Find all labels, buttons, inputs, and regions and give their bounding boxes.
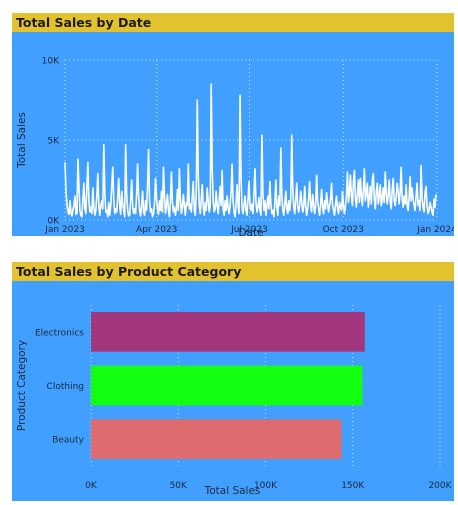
x-tick-label: Oct 2023 xyxy=(323,225,364,235)
x-tick-label: Apr 2023 xyxy=(136,225,177,235)
x-tick-label: 0K xyxy=(85,481,98,491)
category-label: Beauty xyxy=(52,436,84,446)
chart-title: Total Sales by Product Category xyxy=(12,262,454,281)
y-axis-title: Total Sales xyxy=(16,112,28,169)
category-label: Clothing xyxy=(47,382,84,392)
sales-by-category-panel: Total Sales by Product Category 0K 50K 100… xyxy=(12,262,454,501)
series-line xyxy=(64,83,437,218)
x-tick-label: 100K xyxy=(254,481,278,491)
y-tick-label: 0K xyxy=(47,217,60,227)
y-axis-title: Product Category xyxy=(16,340,28,431)
y-tick-label: 5K xyxy=(47,137,60,147)
bar xyxy=(91,311,365,352)
y-tick-label: 10K xyxy=(42,57,60,67)
x-tick-label: 200K xyxy=(428,481,452,491)
chart-area: 0K 50K 100K 150K 200K Electronics Clothing Beau… xyxy=(12,281,454,501)
x-tick-label: 50K xyxy=(170,481,188,491)
category-label: Electronics xyxy=(35,328,84,338)
bar-chart-svg: 0K 50K 100K 150K 200K Electronics Clothing Beau… xyxy=(16,305,453,497)
sales-by-date-panel: Total Sales by Date 0K 5K 10K Jan 2023 Apr 2… xyxy=(12,13,457,240)
chart-title: Total Sales by Date xyxy=(12,13,454,32)
bar xyxy=(91,419,342,460)
chart-area: 0K 5K 10K Jan 2023 Apr 2023 Jul 2023 Oct 2023 J… xyxy=(12,32,457,240)
x-tick-label: 150K xyxy=(341,481,365,491)
x-tick-label: Jul 2023 xyxy=(230,225,268,235)
x-axis-title: Total Sales xyxy=(204,485,261,497)
x-tick-label: Jan 2024 xyxy=(416,225,454,235)
x-tick-label: Jan 2023 xyxy=(44,225,85,235)
x-axis-title: Date xyxy=(238,227,263,236)
line-chart-svg: 0K 5K 10K Jan 2023 Apr 2023 Jul 2023 Oct 2023 J… xyxy=(16,57,457,240)
bar xyxy=(91,365,363,406)
